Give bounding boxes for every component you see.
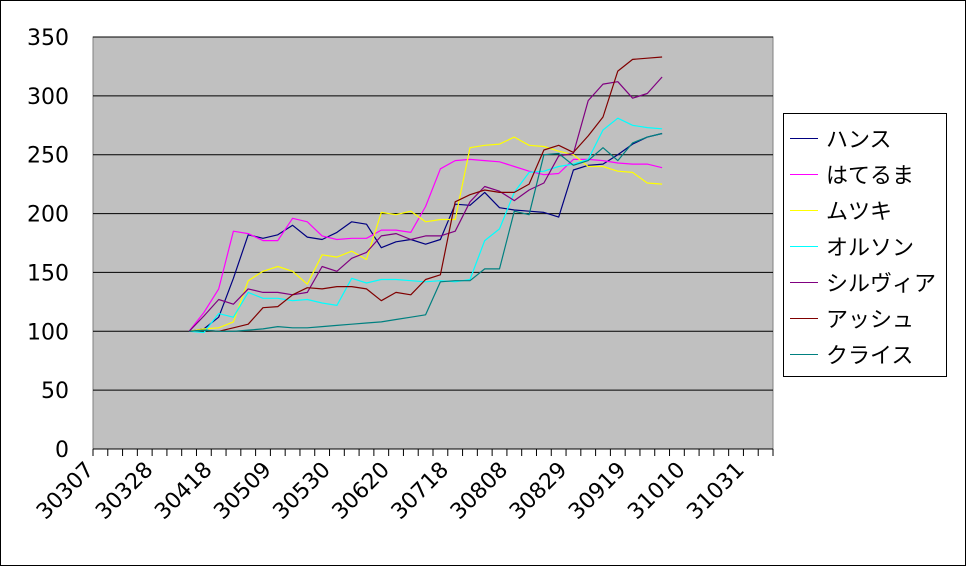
x-tick-label: 30620 <box>328 458 395 525</box>
y-tick-label: 100 <box>27 320 69 345</box>
legend-label: ムツキ <box>826 200 893 225</box>
legend-item: クライス <box>790 336 946 372</box>
series-line <box>189 132 663 332</box>
y-axis-ticks: 0 50 100 150 200 250 300 350 <box>27 26 69 463</box>
legend-swatch <box>790 245 818 247</box>
x-tick-label: 30808 <box>446 458 513 525</box>
series-line <box>189 117 663 334</box>
legend-swatch <box>790 137 818 139</box>
x-tick-label: 30509 <box>209 458 276 525</box>
legend-item: ムツキ <box>790 192 946 228</box>
series-lines <box>188 56 663 334</box>
series-line <box>189 56 663 332</box>
legend-label: ハンス <box>826 128 892 153</box>
series-line <box>188 158 663 332</box>
x-tick-label: 31031 <box>683 458 750 525</box>
legend-item: はてるま <box>790 156 946 192</box>
y-tick-label: 250 <box>27 144 69 169</box>
x-tick-label: 30829 <box>505 458 572 525</box>
gridlines <box>93 36 773 391</box>
legend-label: シルヴィア <box>826 272 937 297</box>
x-tick-label: 30718 <box>387 458 454 525</box>
y-tick-label: 200 <box>27 203 69 228</box>
legend-label: アッシュ <box>826 308 915 333</box>
legend: ハンスはてるまムツキオルソンシルヴィアアッシュクライス <box>783 113 947 377</box>
legend-swatch <box>790 317 818 319</box>
legend-item: ハンス <box>790 120 946 156</box>
legend-item: シルヴィア <box>790 264 946 300</box>
x-tick-label: 30307 <box>32 458 99 525</box>
x-tick-label: 31010 <box>623 458 690 525</box>
x-tick-label: 30919 <box>564 458 631 525</box>
legend-swatch <box>790 173 818 175</box>
y-tick-label: 0 <box>55 438 69 463</box>
legend-label: オルソン <box>826 236 915 261</box>
y-tick-label: 50 <box>41 379 69 404</box>
legend-item: オルソン <box>790 228 946 264</box>
legend-label: クライス <box>826 344 914 369</box>
series-line <box>188 76 663 332</box>
legend-label: はてるま <box>826 164 915 189</box>
x-tick-label: 30328 <box>91 458 158 525</box>
x-tick-label: 30418 <box>150 458 217 525</box>
legend-swatch <box>790 209 818 211</box>
y-tick-label: 300 <box>27 85 69 110</box>
legend-swatch <box>790 353 818 355</box>
y-tick-label: 350 <box>27 26 69 51</box>
series-line <box>189 132 663 332</box>
legend-item: アッシュ <box>790 300 946 336</box>
plot-area <box>92 36 774 450</box>
legend-swatch <box>790 281 818 283</box>
y-tick-label: 150 <box>27 261 69 286</box>
x-tick-label: 30530 <box>269 458 336 525</box>
x-axis: 3030730328304183050930530306203071830808… <box>32 448 774 525</box>
